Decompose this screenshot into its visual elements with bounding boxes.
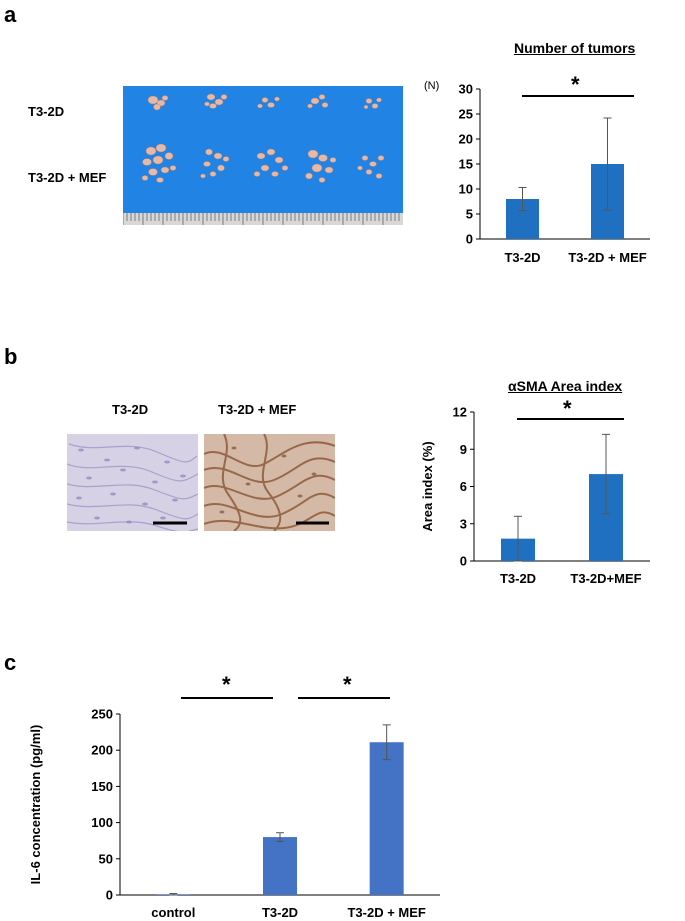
y-tick-label: 50 [99,851,113,866]
x-category-label: T3-2D [262,905,298,920]
y-tick-label: 20 [459,132,473,147]
x-category-label: T3-2D [504,250,540,265]
tumor-photo-graphic [123,86,403,225]
x-category-label: T3-2D + MEF [347,905,425,920]
panel-letter-a: a [4,2,17,27]
y-tick-label: 30 [459,82,473,97]
histology-image-t3-2d-mef-graphic [204,434,335,531]
photo-row-label-1: T3-2D [28,104,65,119]
chart-c-significance-1: * [222,672,231,697]
x-category-label: T3-2D+MEF [570,571,641,586]
histology-image-t3-2d-graphic [67,434,198,531]
x-category-label: T3-2D + MEF [568,250,646,265]
y-tick-label: 5 [466,207,473,222]
y-tick-label: 3 [460,516,467,531]
chart-c-significance-2: * [343,672,352,697]
chart-b-significance: * [563,396,572,421]
y-tick-label: 15 [459,157,473,172]
chart-a-unit: (N) [424,80,440,92]
photo-row-label-2: T3-2D + MEF [28,170,107,185]
histology-image-t3-2d-mef [204,434,335,531]
y-tick-label: 0 [106,888,113,903]
chart-il6-concentration: 0 50 100 150 200 250 control T3-2D T3-2D + MEF IL… [28,707,440,920]
y-tick-label: 100 [91,815,113,830]
chart-a-title: Number of tumors [514,40,636,56]
chart-a-significance: * [571,72,580,97]
y-tick-label: 0 [460,554,467,569]
y-tick-label: 25 [459,107,473,122]
y-tick-label: 150 [91,779,113,794]
y-tick-label: 250 [91,707,113,722]
histology-image-t3-2d [67,434,198,531]
y-tick-label: 10 [459,182,473,197]
image-label-2: T3-2D + MEF [218,402,297,417]
y-tick-label: 6 [460,479,467,494]
y-tick-label: 9 [460,442,467,457]
panel-letter-b: b [4,344,18,369]
y-tick-label: 0 [466,232,473,247]
chart-asma-area-index: 0 3 6 9 12 T3-2D T3-2D+MEF Area index (%) [420,405,650,586]
chart-b-title: αSMA Area index [508,378,623,394]
y-tick-label: 12 [453,405,467,420]
chart-number-of-tumors: 0 5 10 15 20 25 30 T3-2D T3-2D + MEF [459,82,650,265]
panel-letter-c: c [4,650,17,675]
y-axis-label: IL-6 concentration (pg/ml) [28,725,43,885]
bar [369,742,404,895]
x-category-label: T3-2D [500,571,536,586]
bar [263,837,297,895]
x-category-label: control [151,905,195,920]
tumor-photo [123,86,403,225]
image-label-1: T3-2D [112,402,149,417]
y-tick-label: 200 [91,743,113,758]
y-axis-label: Area index (%) [420,441,435,531]
